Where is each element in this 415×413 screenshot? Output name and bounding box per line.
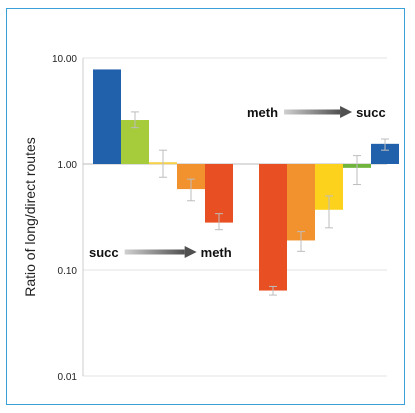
y-tick-labels: 10.00 1.00 0.10 0.01 (52, 54, 77, 383)
y-tick-label: 10.00 (52, 54, 77, 65)
gridlines (83, 57, 387, 377)
y-tick-label: 0.01 (58, 372, 78, 383)
annotation-arrow-shaft (124, 249, 185, 255)
annotation-arrow-shaft (284, 109, 341, 115)
annotation-from: succ (89, 245, 119, 260)
bar (259, 164, 287, 291)
bar-chart: 10.00 1.00 0.10 0.01 Ratio of long/direct r… (22, 54, 399, 383)
bars (93, 69, 399, 291)
bar (371, 143, 399, 164)
annotation-arrow-head (340, 106, 353, 118)
bar (93, 69, 121, 164)
y-tick-label: 0.10 (58, 266, 78, 277)
bar (205, 164, 233, 223)
y-axis-title: Ratio of long/direct routes (22, 137, 38, 297)
bar (287, 164, 315, 241)
annotation-to: meth (201, 245, 232, 260)
chart-frame: 10.00 1.00 0.10 0.01 Ratio of long/direct r… (6, 8, 405, 405)
y-tick-label: 1.00 (58, 160, 78, 171)
annotation-arrow-head (184, 246, 197, 258)
annotation-to: succ (356, 105, 386, 120)
error-bars (131, 111, 389, 296)
annotation-from: meth (247, 105, 278, 120)
annotations: succ meth meth succ (89, 105, 386, 260)
